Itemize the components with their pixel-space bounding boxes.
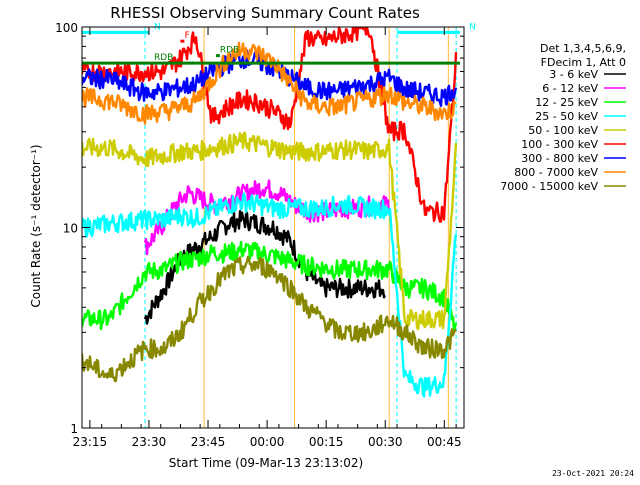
- series-line-5: [82, 27, 458, 223]
- legend-label-5: 100 - 300 keV: [521, 138, 598, 151]
- x-tick-label-3: 00:00: [250, 435, 285, 449]
- legend-label-7: 800 - 7000 keV: [514, 166, 598, 179]
- x-axis-label: Start Time (09-Mar-13 23:13:02): [169, 456, 363, 470]
- flag-label-2: F: [184, 31, 189, 41]
- y-axis-label: Count Rate (s⁻¹ detector⁻¹): [29, 144, 43, 307]
- x-tick-label-2: 23:45: [191, 435, 226, 449]
- legend-label-2: 12 - 25 keV: [535, 96, 598, 109]
- series-line-1: [143, 179, 391, 256]
- footer-date: 23-Oct-2021 20:24: [552, 469, 634, 478]
- legend-label-8: 7000 - 15000 keV: [500, 180, 598, 193]
- axes-ticks: 23:15 23:30 23:45 00:00 00:15 00:30 00:45 1 10 10…: [55, 21, 464, 449]
- y-tick-label-2: 100: [55, 21, 78, 35]
- series-layer: [82, 27, 458, 398]
- legend-label-1: 6 - 12 keV: [542, 82, 598, 95]
- x-tick-label-5: 00:30: [368, 435, 403, 449]
- x-tick-label-4: 00:15: [309, 435, 344, 449]
- x-tick-label-1: 23:30: [132, 435, 167, 449]
- x-tick-label-6: 00:45: [427, 435, 462, 449]
- legend-label-4: 50 - 100 keV: [528, 124, 598, 137]
- legend-header-0: Det 1,3,4,5,6,9,: [540, 42, 626, 55]
- legend-label-6: 300 - 800 keV: [521, 152, 598, 165]
- chart-title: RHESSI Observing Summary Count Rates: [110, 4, 420, 22]
- flag-label-4: RDB: [220, 46, 239, 56]
- legend: Det 1,3,4,5,6,9,FDecim 1, Att 03 - 6 keV…: [500, 42, 626, 193]
- y-tick-label-1: 10: [63, 222, 78, 236]
- legend-label-0: 3 - 6 keV: [549, 68, 598, 81]
- series-line-8: [82, 255, 457, 383]
- legend-label-3: 25 - 50 keV: [535, 110, 598, 123]
- legend-header-1: FDecim 1, Att 0: [541, 56, 626, 69]
- y-tick-label-0: 1: [70, 422, 78, 436]
- series-line-4: [82, 131, 458, 331]
- x-tick-label-0: 23:15: [73, 435, 108, 449]
- series-line-3: [82, 192, 458, 398]
- series-line-2: [82, 240, 458, 333]
- flag-label-1: N: [469, 22, 476, 32]
- flag-label-3: RDB: [154, 53, 173, 63]
- series-line-7: [82, 41, 457, 125]
